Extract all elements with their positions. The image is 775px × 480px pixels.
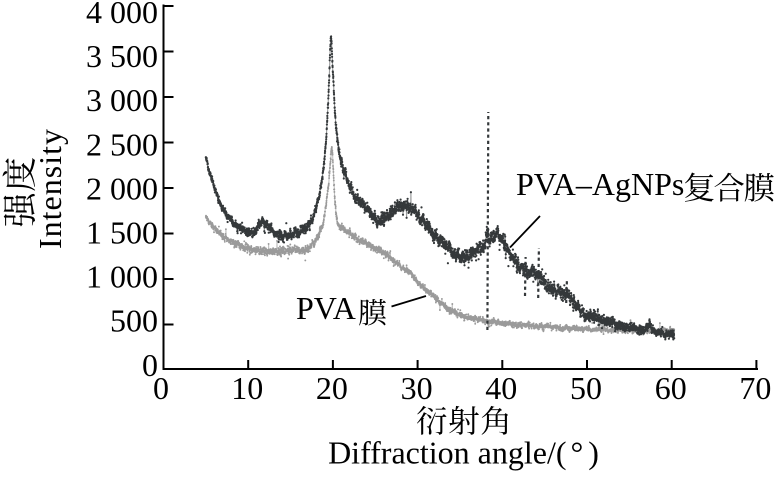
svg-text:500: 500 — [110, 303, 158, 339]
svg-text:Intensity: Intensity — [32, 128, 68, 249]
svg-text:50: 50 — [570, 370, 602, 406]
svg-text:4 000: 4 000 — [86, 0, 158, 30]
svg-text:3 500: 3 500 — [86, 38, 158, 74]
svg-text:PVA: PVA — [296, 290, 356, 326]
svg-text:3 000: 3 000 — [86, 82, 158, 118]
svg-text:20: 20 — [316, 370, 348, 406]
svg-text:2 000: 2 000 — [86, 170, 158, 206]
svg-text:10: 10 — [231, 370, 263, 406]
svg-text:1 000: 1 000 — [86, 259, 158, 295]
svg-text:Diffraction angle/(°): Diffraction angle/(°) — [328, 435, 599, 471]
svg-text:40: 40 — [485, 370, 517, 406]
svg-text:PVA–AgNPs: PVA–AgNPs — [516, 166, 684, 202]
svg-text:30: 30 — [401, 370, 433, 406]
svg-text:0: 0 — [153, 370, 169, 406]
svg-text:70: 70 — [739, 370, 771, 406]
svg-text:2 500: 2 500 — [86, 126, 158, 162]
svg-text:0: 0 — [142, 347, 158, 383]
svg-text:1 500: 1 500 — [86, 215, 158, 251]
svg-text:60: 60 — [655, 370, 687, 406]
